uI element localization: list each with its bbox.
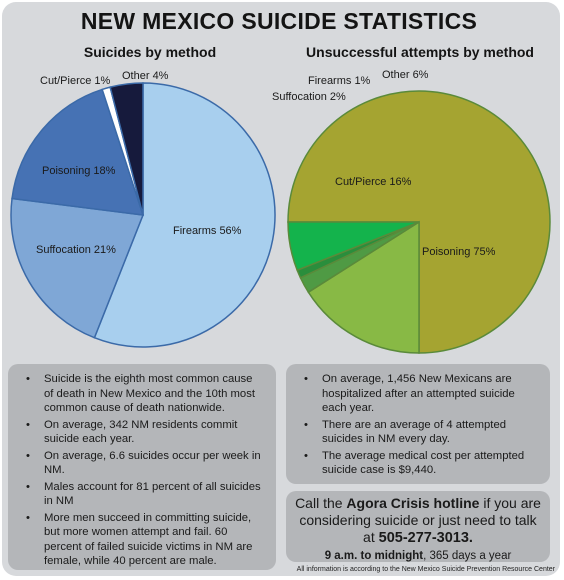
right-facts-list: • On average, 1,456 New Mexicans are hosp… [286, 364, 550, 478]
bullet-icon: • [26, 480, 30, 493]
right-chart-title: Unsuccessful attempts by method [306, 44, 534, 60]
slice-label-suffocation: Suffocation 21% [36, 244, 116, 256]
page-title: NEW MEXICO SUICIDE STATISTICS [80, 8, 478, 34]
bullet-icon: • [26, 511, 30, 524]
slice-label-poisoning: Poisoning 75% [422, 246, 496, 258]
pie-slice-poisoning [11, 88, 145, 216]
slice-label-cut-pierce: Cut/Pierce 1% [40, 75, 111, 87]
left-fact-text: On average, 6.6 suicides occur per week … [44, 449, 261, 477]
right-fact-text: There are an average of 4 attempted suic… [322, 418, 507, 446]
hotline-box: Call the Agora Crisis hotline if you are… [286, 491, 550, 562]
bullet-icon: • [304, 373, 308, 385]
bullet-icon: • [26, 449, 30, 462]
left-fact-text: Males account for 81 percent of all suic… [44, 480, 261, 508]
hotline-middle: if you are considering suicide or just n… [299, 495, 541, 545]
bullet-icon: • [26, 373, 30, 385]
bullet-icon: • [304, 418, 308, 431]
left-facts-box: • Suicide is the eighth most common cause… [8, 364, 276, 570]
right-fact-item: • There are an average of 4 attempted sui… [300, 418, 538, 447]
slice-label-suffocation: Suffocation 2% [272, 91, 346, 103]
bullet-icon: • [26, 418, 30, 431]
slice-label-firearms: Firearms 1% [308, 75, 371, 87]
pie-slice-poisoning [287, 90, 551, 354]
hotline-hours-rest: , 365 days a year [423, 550, 512, 562]
left-fact-text: On average, 342 NM residents commit suic… [44, 418, 238, 446]
slice-label-firearms: Firearms 56% [173, 225, 242, 237]
left-fact-item: • Males account for 81 percent of all sui… [22, 480, 264, 509]
left-fact-text: Suicide is the eighth most common cause … [44, 373, 255, 414]
source-footnote: All information is according to the New … [296, 566, 555, 573]
slice-label-other: Other 4% [122, 70, 169, 82]
hotline-prefix: Call the [295, 495, 343, 511]
right-fact-text: On average, 1,456 New Mexicans are hospi… [322, 373, 515, 414]
hotline-name: Agora Crisis hotline [346, 495, 480, 511]
hotline-hours-bold: 9 a.m. to midnight [324, 550, 424, 562]
right-fact-text: The average medical cost per attempted s… [322, 449, 525, 477]
left-chart-title: Suicides by method [83, 44, 217, 60]
slice-label-poisoning: Poisoning 18% [42, 165, 116, 177]
pie-slice-suffocation [10, 197, 145, 339]
right-fact-item: • On average, 1,456 New Mexicans are hosp… [300, 372, 538, 416]
right-fact-item: • The average medical cost per attempted … [300, 449, 538, 478]
hotline-hours: 9 a.m. to midnight, 365 days a year [286, 550, 550, 562]
left-facts-list: • Suicide is the eighth most common cause… [8, 364, 276, 569]
hotline-phone[interactable]: 505-277-3013. [378, 530, 473, 546]
pie-slice-cut-pierce [307, 220, 420, 354]
slice-label-cut-pierce: Cut/Pierce 16% [335, 176, 412, 188]
pie-slice-other [109, 82, 144, 216]
left-fact-text: More men succeed in committing suicide, … [44, 511, 253, 568]
left-fact-item: • Suicide is the eighth most common cause… [22, 372, 264, 416]
slice-label-other: Other 6% [382, 69, 429, 81]
bullet-icon: • [304, 449, 308, 462]
right-facts-box: • On average, 1,456 New Mexicans are hosp… [286, 364, 550, 484]
pie-slice-other [287, 221, 420, 272]
pie-slice-firearms [93, 82, 276, 348]
left-fact-item: • On average, 342 NM residents commit sui… [22, 418, 264, 447]
left-fact-item: • More men succeed in committing suicide,… [22, 511, 264, 569]
left-fact-item: • On average, 6.6 suicides occur per week… [22, 449, 264, 478]
hotline-message: Call the Agora Crisis hotline if you are… [286, 491, 550, 547]
